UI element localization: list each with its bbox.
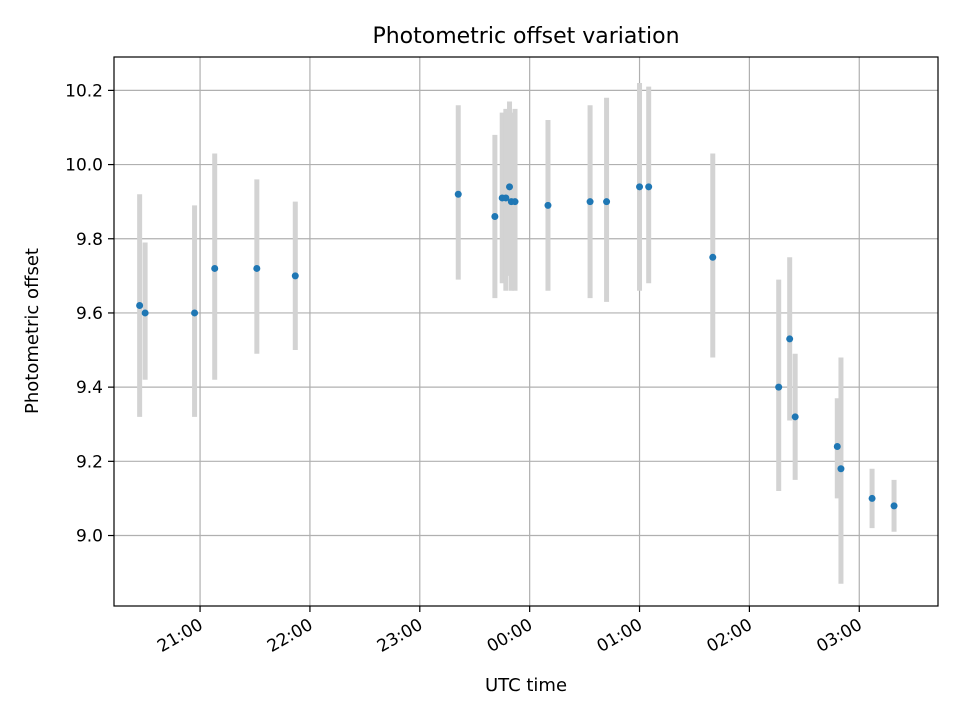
y-tick-label: 9.2	[76, 452, 103, 472]
data-point	[454, 190, 462, 198]
data-points	[136, 183, 898, 510]
data-point	[709, 253, 717, 261]
data-point	[791, 413, 799, 421]
y-tick-label: 9.0	[76, 527, 103, 547]
data-point	[253, 264, 261, 272]
x-axis-label: UTC time	[485, 675, 567, 696]
data-point	[511, 198, 519, 206]
data-point	[890, 502, 898, 510]
data-point	[645, 183, 653, 191]
grid	[114, 57, 938, 606]
data-point	[506, 183, 514, 191]
y-tick-label: 9.8	[76, 230, 103, 250]
data-point	[636, 183, 644, 191]
y-tick-label: 10.2	[65, 81, 103, 101]
data-point	[502, 194, 510, 202]
plot-area-frame	[113, 56, 939, 607]
data-point	[136, 302, 144, 310]
y-tick-label: 9.4	[76, 378, 103, 398]
data-point	[775, 383, 783, 391]
y-axis: 9.0 9.2 9.4 9.6 9.8 10.0 10.2	[65, 81, 114, 547]
data-point	[837, 465, 845, 473]
chart-title: Photometric offset variation	[372, 24, 679, 49]
y-tick-label: 9.6	[76, 304, 103, 324]
data-point	[586, 198, 594, 206]
data-point	[786, 335, 794, 343]
data-point	[191, 309, 199, 317]
data-point	[141, 309, 149, 317]
data-point	[491, 213, 499, 221]
data-point	[291, 272, 299, 280]
data-point	[603, 198, 611, 206]
y-axis-label: Photometric offset	[22, 248, 43, 414]
data-point	[211, 264, 219, 272]
data-point	[833, 442, 841, 450]
data-point	[868, 494, 876, 502]
y-tick-label: 10.0	[65, 156, 103, 176]
data-point	[544, 201, 552, 209]
